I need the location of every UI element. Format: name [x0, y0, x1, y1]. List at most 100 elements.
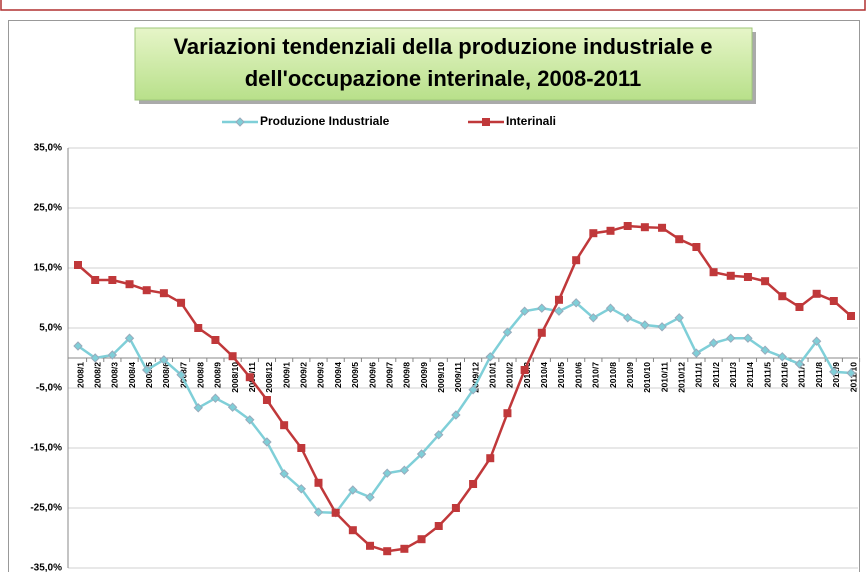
point — [382, 468, 392, 478]
x-tick-label: 2008/2 — [92, 362, 102, 388]
x-tick-label: 2011/6 — [780, 362, 790, 388]
point — [726, 271, 735, 280]
x-tick-label: 2011/1 — [694, 362, 704, 388]
point — [640, 320, 650, 330]
series-line — [77, 301, 852, 515]
x-tick-label: 2009/2 — [299, 362, 309, 388]
point — [623, 222, 632, 230]
y-tick-label: 15,0% — [34, 263, 62, 274]
point — [588, 313, 599, 323]
x-tick-label: 2010/12 — [676, 362, 686, 393]
point — [107, 350, 118, 360]
x-tick-label: 2008/10 — [230, 362, 240, 393]
x-tick-label: 2009/12 — [470, 362, 480, 393]
point — [228, 352, 237, 361]
legend-marker — [482, 118, 490, 126]
x-tick-label: 2009/6 — [367, 362, 377, 388]
chart-title: Variazioni tendenziali della produzione … — [173, 34, 712, 59]
point — [503, 409, 512, 418]
x-tick-label: 2008/6 — [161, 362, 171, 388]
x-tick-label: 2011/2 — [711, 362, 721, 388]
point — [811, 336, 822, 346]
point — [108, 276, 117, 284]
x-tick-label: 2008/12 — [264, 362, 274, 393]
x-tick-label: 2008/5 — [144, 362, 154, 388]
point — [554, 295, 563, 304]
x-tick-label: 2010/3 — [522, 362, 532, 388]
point — [674, 313, 684, 323]
point — [519, 306, 530, 316]
point — [451, 504, 460, 512]
point — [280, 421, 289, 430]
point — [159, 289, 168, 298]
legend-marker — [235, 117, 245, 127]
point — [262, 437, 272, 447]
x-tick-label: 2009/10 — [436, 362, 446, 393]
point — [313, 507, 324, 517]
point — [520, 366, 529, 374]
point — [227, 402, 238, 412]
x-tick-label: 2010/4 — [539, 362, 549, 388]
point — [571, 298, 581, 308]
point — [657, 322, 667, 332]
point — [348, 485, 358, 495]
point — [778, 292, 787, 301]
x-tick-label: 2010/7 — [591, 362, 601, 388]
y-tick-label: -5,0% — [36, 383, 62, 394]
point — [502, 327, 513, 337]
x-tick-label: 2009/4 — [333, 362, 343, 388]
x-tick-label: 2010/10 — [642, 362, 652, 393]
x-tick-label: 2010/8 — [608, 362, 618, 388]
legend-label: Interinali — [506, 114, 556, 128]
x-tick-label: 2009/3 — [316, 362, 326, 388]
x-tick-label: 2010/9 — [625, 362, 635, 388]
point — [692, 243, 701, 251]
x-tick-label: 2008/3 — [110, 362, 120, 388]
x-tick-label: 2008/9 — [213, 362, 223, 388]
point — [709, 268, 718, 277]
point — [177, 298, 186, 307]
series-line — [77, 224, 852, 553]
point — [416, 449, 427, 459]
point — [451, 410, 461, 420]
point — [761, 277, 770, 286]
point — [468, 385, 478, 395]
point — [365, 492, 375, 502]
y-tick-label: -15,0% — [30, 443, 62, 454]
point — [159, 355, 169, 365]
point — [245, 373, 254, 382]
point — [708, 338, 719, 348]
point — [485, 352, 495, 362]
point — [383, 547, 392, 556]
x-tick-label: 2010/6 — [573, 362, 583, 388]
point — [91, 276, 100, 284]
x-tick-label: 2010/11 — [659, 362, 669, 393]
x-tick-label: 2011/5 — [762, 362, 772, 388]
point — [726, 333, 736, 343]
point — [794, 359, 805, 369]
x-tick-label: 2009/1 — [281, 362, 291, 388]
legend-label: Produzione Industriale — [260, 114, 390, 128]
point — [795, 303, 804, 311]
x-tick-label: 2011/10 — [848, 362, 858, 393]
point — [606, 226, 615, 235]
title-box — [134, 27, 753, 101]
point — [331, 508, 340, 517]
x-tick-label: 2009/7 — [384, 362, 394, 388]
x-tick-label: 2008/1 — [75, 362, 85, 388]
point — [74, 261, 82, 269]
x-tick-label: 2010/5 — [556, 362, 566, 388]
point — [589, 229, 598, 238]
x-tick-label: 2011/4 — [745, 362, 755, 388]
y-tick-label: 25,0% — [34, 203, 62, 214]
point — [554, 306, 564, 316]
x-tick-label: 2011/7 — [797, 362, 807, 388]
point — [296, 484, 307, 494]
point — [605, 303, 616, 313]
point — [691, 348, 702, 358]
point — [193, 403, 203, 413]
point — [846, 368, 856, 378]
y-tick-label: 5,0% — [39, 323, 62, 334]
point — [124, 333, 135, 343]
point — [262, 396, 271, 404]
